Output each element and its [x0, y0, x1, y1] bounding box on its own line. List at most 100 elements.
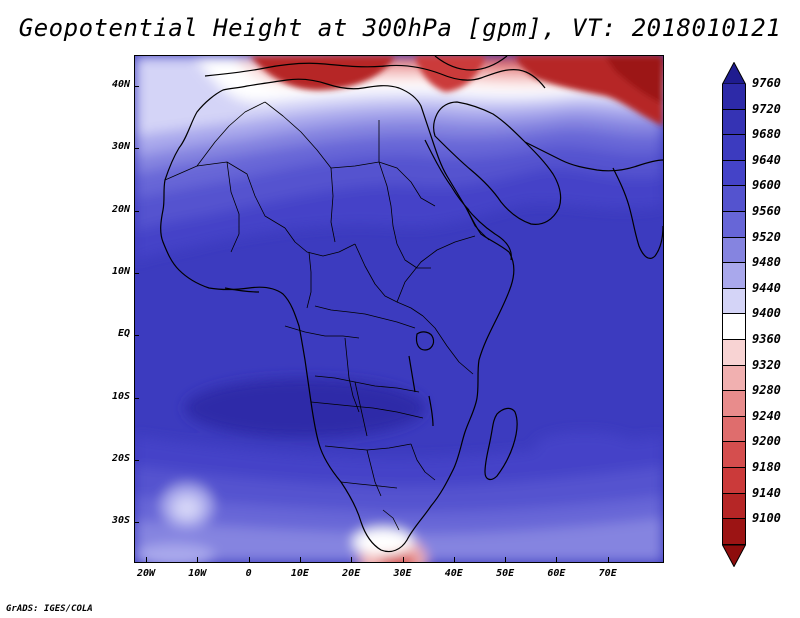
lat-tick [134, 210, 139, 212]
lat-label: 20S [111, 452, 130, 464]
lat-tick [134, 459, 139, 461]
lat-tick [134, 335, 139, 337]
lon-tick [248, 557, 250, 562]
lat-tick [134, 522, 139, 524]
colorbar-level-label: 9680 [752, 127, 781, 142]
ridge-south-atlantic-core [173, 496, 201, 520]
lon-tick [351, 557, 353, 562]
lon-tick [607, 557, 609, 562]
arabia-coastline [433, 101, 562, 225]
guinea-gulf-coastline [224, 287, 260, 293]
lat-label: EQ [117, 328, 130, 340]
colorbar-level-label: 9140 [752, 485, 781, 500]
lon-label: 70E [598, 568, 617, 579]
black-sea-coastline [434, 56, 508, 71]
deep-patch-south [185, 378, 425, 438]
colorbar-segment [722, 109, 746, 136]
lat-tick [134, 148, 139, 150]
lake-tanganyika [408, 355, 416, 393]
iran-coastline [524, 141, 663, 172]
colorbar-segment [722, 186, 746, 212]
colorbar-segment [722, 263, 746, 289]
ridge-south-west [135, 544, 215, 562]
colorbar-level-label: 9200 [752, 434, 781, 449]
colorbar-segment [722, 493, 746, 520]
colorbar-level-label: 9720 [752, 101, 781, 116]
red-sea-coastline [424, 139, 470, 211]
colorbar-level-label: 9760 [752, 76, 781, 90]
horn-coastline [464, 205, 512, 261]
grads-credit: GrADS: IGES/COLA [6, 604, 93, 614]
colorbar-level-label: 9100 [752, 511, 781, 526]
colorbar-segment [722, 391, 746, 417]
colorbar-segment [722, 340, 746, 366]
colorbar-segment [722, 314, 746, 340]
colorbar-segment [722, 84, 746, 110]
colorbar-segment [722, 160, 746, 187]
lake-malawi [428, 395, 434, 427]
colorbar-segment [722, 468, 746, 494]
lat-label: 40N [111, 79, 130, 90]
colorbar-level-label: 9440 [752, 280, 781, 295]
deep-patch-se [535, 432, 635, 460]
lon-label: 20W [136, 568, 156, 579]
colorbar-level-label: 9280 [752, 383, 781, 398]
madagascar-coastline [484, 407, 518, 481]
colorbar-segment [722, 237, 746, 264]
colorbar-segment [722, 212, 746, 238]
lon-label: 50E [496, 568, 515, 579]
colorbar-segment [722, 416, 746, 443]
lon-tick [146, 557, 147, 562]
trough-core-center [415, 56, 485, 92]
colorbar-level-label: 9360 [752, 332, 781, 346]
country-borders [164, 101, 490, 531]
geopotential-map [134, 55, 664, 563]
lon-label: 10W [188, 568, 207, 579]
colorbar-top-arrow [722, 62, 746, 84]
colorbar-segment [722, 135, 746, 161]
lon-label: 10E [290, 568, 309, 579]
lon-label: 20E [342, 568, 361, 579]
colorbar-level-label: 9320 [752, 357, 781, 372]
colorbar-segment [722, 442, 746, 468]
lat-label: 10N [111, 265, 130, 277]
colorbar-level-label: 9520 [752, 229, 781, 244]
lon-label: 40E [444, 568, 463, 579]
lat-tick [134, 86, 139, 87]
lon-tick [453, 557, 455, 562]
colorbar-level-label: 9240 [752, 408, 781, 423]
lon-tick [505, 557, 507, 562]
lat-label: 30N [111, 141, 130, 153]
india-coastline [612, 167, 663, 259]
lon-label: 60E [547, 568, 566, 579]
lon-tick [299, 557, 301, 562]
lat-tick [134, 397, 139, 399]
colorbar-segment [722, 365, 746, 392]
colorbar-level-label: 9480 [752, 255, 781, 270]
trough-core-east-dark [605, 56, 663, 104]
lat-label: 10S [111, 390, 130, 402]
lake-victoria [415, 331, 435, 351]
trough-south-africa-glow [353, 528, 413, 556]
coastlines [160, 56, 663, 553]
lat-tick [134, 272, 139, 274]
colorbar-level-label: 9400 [752, 306, 781, 321]
colorbar-bottom-arrow [722, 544, 746, 567]
europe-coastline [204, 62, 546, 89]
lon-tick [556, 557, 558, 562]
map-title: Geopotential Height at 300hPa [gpm], VT:… [18, 14, 782, 42]
colorbar-level-label: 9600 [752, 178, 781, 193]
colorbar-level-label: 9640 [752, 152, 781, 167]
map-canvas [135, 56, 663, 562]
colorbar-level-label: 9180 [752, 460, 781, 474]
lon-tick [197, 557, 199, 562]
colorbar-level-label: 9560 [752, 204, 781, 218]
africa-coastline [160, 78, 515, 553]
lon-label: 0 [245, 568, 252, 579]
lon-label: 30E [393, 568, 412, 579]
lat-label: 30S [111, 515, 130, 527]
lat-label: 20N [111, 203, 130, 215]
colorbar-segment [722, 288, 746, 315]
lon-tick [402, 557, 404, 562]
colorbar-segment [722, 519, 746, 545]
